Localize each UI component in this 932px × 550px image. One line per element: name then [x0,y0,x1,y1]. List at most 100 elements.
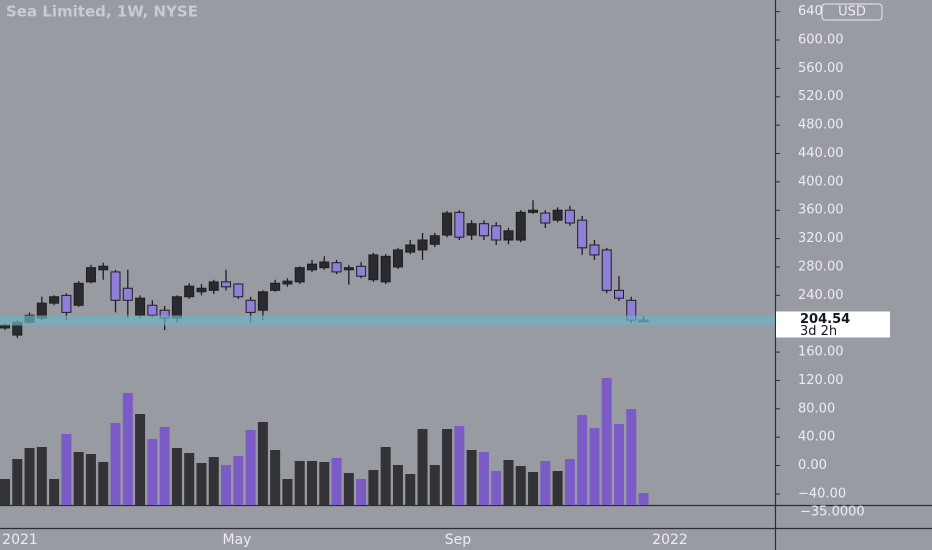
volume-bar [417,429,428,505]
candle-body [331,262,342,273]
volume-bar [122,393,133,505]
currency-label: USD [838,5,866,20]
volume-bar [638,493,649,505]
y-tick-label: 120.00 [798,373,844,388]
volume-bar [159,427,170,505]
volume-bar [614,424,624,505]
candle-body [552,209,563,221]
y-tick-label: 560.00 [798,61,844,76]
volume-bar [294,461,305,505]
chart-title: Sea Limited, 1W, NYSE [6,3,198,21]
candle-body [429,235,440,245]
volume-bar [601,378,612,505]
candle-body [577,219,588,249]
candle-body [294,267,305,283]
volume-bar [515,466,526,505]
candle-body [73,282,84,306]
candle-body [184,285,195,298]
price-label-box [776,311,890,338]
price-line [0,315,775,326]
volume-bar [491,471,502,505]
candle-body [49,296,60,304]
candle-body [515,211,526,241]
candle-body [343,267,354,271]
candle-body [98,265,109,271]
y-tick-label: 520.00 [798,89,844,104]
candle-body [307,263,317,271]
candle-body [282,280,293,285]
volume-bar [24,448,35,505]
volume-bar [208,457,219,505]
volume-bar [233,456,244,505]
volume-bar [478,452,489,505]
volume-bar [36,447,47,505]
volume-bar [147,439,158,505]
volume-bar [564,459,575,505]
volume-bar [49,479,60,505]
volume-bar [589,428,600,505]
y-tick-label: 160.00 [798,345,844,360]
candle-body [356,265,367,277]
candle-body [368,254,379,281]
candle-body [380,255,391,283]
candle-body [454,211,465,238]
x-tick-label: Sep [445,532,472,548]
candle-body [528,209,539,213]
y-tick-label: 280.00 [798,259,844,274]
volume-bar [429,465,440,505]
volume-bar [454,426,465,505]
volume-bar [528,472,539,505]
x-tick-label: May [223,532,252,548]
y-tick-label: −40.00 [798,486,846,501]
volume-bar [0,479,10,505]
candle-body [417,239,428,251]
volume-bar [98,462,109,505]
volume-bar [331,458,342,505]
candle-body [478,223,489,237]
candle-body [540,212,551,224]
candle-body [135,297,146,316]
candle-body [589,244,600,256]
volume-bar [221,465,232,505]
candle-body [147,304,158,316]
y-tick-label: 400.00 [798,174,844,189]
volume-bar [282,479,293,505]
candle-body [171,296,182,319]
y-tick-label: 480.00 [798,118,844,133]
volume-bar [319,462,330,505]
candle-body [405,244,416,253]
candle-body [122,287,133,301]
y-tick-label: 320.00 [798,231,844,246]
volume-bar [270,450,281,505]
candle-body [442,212,453,236]
candle-body [61,294,72,313]
volume-bar [245,430,256,505]
volume-bar [257,422,268,505]
volume-bar [356,479,367,505]
volume-bar [626,409,637,505]
volume-bar [552,471,563,505]
volume-bar [307,461,317,505]
y-tick-label: 440.00 [798,146,844,161]
candle-body [0,324,10,329]
candle-body [208,281,219,291]
volume-bar [368,470,379,505]
y-tick-label: 80.00 [798,401,835,416]
y-tick-label: 600.00 [798,33,844,48]
candle-body [614,289,624,299]
candle-body [196,287,207,293]
volume-bar [61,434,72,505]
candle-body [85,267,96,283]
candle-body [257,291,268,311]
price-label: 204.54 [800,312,850,327]
candle-body [245,299,256,313]
y-tick-label: 240.00 [798,288,844,303]
volume-bar [466,450,477,505]
volume-bar [73,452,84,505]
x-tick-label: 2021 [2,532,38,548]
volume-bar [577,415,588,505]
volume-bar [343,473,354,505]
volume-bar [85,454,96,505]
